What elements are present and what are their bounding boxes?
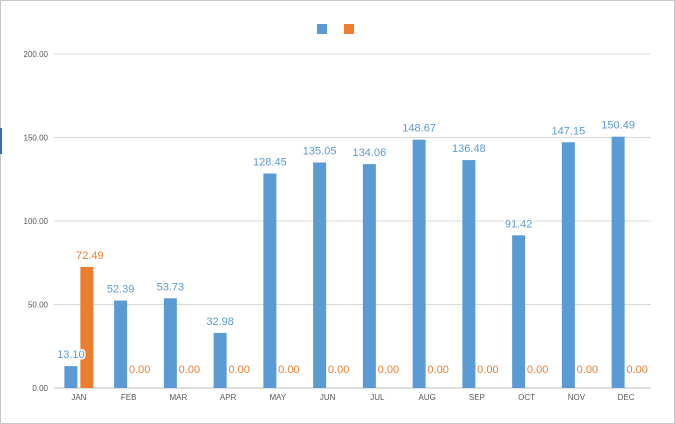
y-tick-label: 150.00 [24, 134, 49, 143]
bar-series1-apr [213, 332, 227, 388]
data-label-series2: 0.00 [626, 364, 647, 376]
y-tick-label: 200.00 [24, 50, 49, 59]
data-label-series2: 0.00 [328, 364, 349, 376]
data-label-series1: 52.39 [107, 284, 135, 296]
y-axis: 0.00 50.00 100.00 150.00 200.00 [24, 50, 49, 393]
data-label-series2: 0.00 [527, 364, 548, 376]
data-label-series1: 150.49 [601, 120, 635, 132]
data-label-series2: 0.00 [179, 364, 200, 376]
x-tick-label: AUG [418, 393, 435, 402]
x-axis: JAN FEB MAR APR MAY JUN JUL AUG SEP OCT NOV DEC [71, 393, 634, 402]
bar-series1-mar [163, 298, 177, 388]
data-label-series1: 136.48 [452, 143, 486, 155]
x-tick-label: MAR [169, 393, 187, 402]
x-tick-label: FEB [121, 393, 137, 402]
data-label-series2: 0.00 [477, 364, 498, 376]
x-tick-label: SEP [469, 393, 485, 402]
data-label-series1: 53.73 [157, 281, 185, 293]
data-label-series2: 0.00 [278, 364, 299, 376]
bar-series1-may [263, 173, 277, 388]
gridlines [54, 53, 651, 389]
data-label-series2: 0.00 [577, 364, 598, 376]
legend [317, 24, 354, 34]
data-labels: 13.10 72.49 52.39 0.00 53.73 0.00 32.98 0.00 128… [56, 118, 650, 377]
y-tick-label: 50.00 [28, 301, 49, 310]
x-tick-label: MAY [270, 393, 287, 402]
x-tick-label: JUN [320, 393, 336, 402]
x-tick-label: JUL [370, 393, 385, 402]
data-label-series1: 13.10 [57, 349, 85, 361]
data-label-series2: 0.00 [378, 364, 399, 376]
x-tick-label: APR [220, 393, 237, 402]
data-label-series1: 148.67 [402, 123, 436, 135]
x-tick-label: OCT [518, 393, 535, 402]
bar-series2-jan [80, 266, 94, 388]
data-label-series1: 147.15 [552, 125, 586, 137]
data-label-series1: 32.98 [206, 316, 234, 328]
legend-swatch-2 [344, 24, 354, 34]
y-tick-label: 0.00 [32, 384, 48, 393]
bar-series1-feb [114, 300, 128, 388]
data-label-series2: 0.00 [427, 364, 448, 376]
x-tick-label: JAN [71, 393, 86, 402]
bars [64, 136, 625, 388]
frame-edge-marker [0, 128, 2, 154]
x-tick-label: DEC [618, 393, 635, 402]
data-label-series2: 0.00 [228, 364, 249, 376]
bar-series1-jun [313, 162, 327, 388]
bar-series1-aug [412, 139, 426, 388]
data-label-series1: 134.06 [353, 147, 387, 159]
bar-series1-sep [462, 160, 476, 388]
data-label-series1: 91.42 [505, 218, 533, 230]
bar-series1-oct [512, 235, 526, 388]
bar-series1-dec [611, 136, 625, 388]
data-label-series2: 72.49 [76, 250, 104, 262]
bar-series1-jul [362, 164, 376, 388]
bar-series1-nov [561, 142, 575, 388]
legend-swatch-1 [317, 24, 327, 34]
bar-series1-jan [64, 366, 78, 388]
data-label-series1: 128.45 [253, 156, 287, 168]
data-label-series2: 0.00 [129, 364, 150, 376]
x-tick-label: NOV [568, 393, 586, 402]
data-label-series1: 135.05 [303, 145, 337, 157]
y-tick-label: 100.00 [24, 217, 49, 226]
